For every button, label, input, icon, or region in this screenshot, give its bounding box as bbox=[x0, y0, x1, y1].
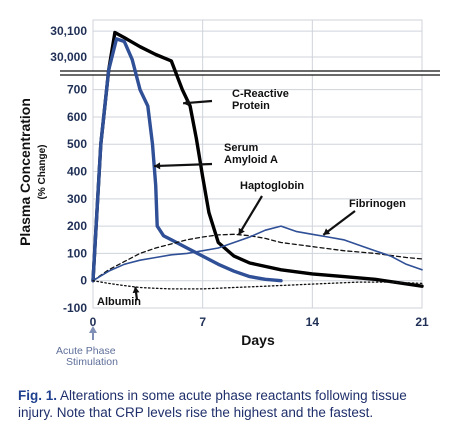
leader-line-fibrinogen bbox=[322, 210, 356, 236]
series-line-c-reactive-protein bbox=[91, 30, 424, 288]
y-tick-label: 300 bbox=[67, 192, 87, 206]
y-tick-label: 400 bbox=[67, 165, 87, 179]
series-label-c-reactive-protein: C-Reactive bbox=[232, 88, 289, 100]
y-tick-label: 700 bbox=[67, 83, 87, 97]
series-label-c-reactive-protein: Protein bbox=[232, 100, 270, 112]
series-line-albumin bbox=[92, 280, 423, 290]
series-line-fibrinogen bbox=[92, 225, 423, 282]
y-tick-label: 200 bbox=[67, 219, 87, 233]
y-tick-label: 0 bbox=[80, 274, 87, 288]
series-label-haptoglobin: Haptoglobin bbox=[240, 180, 304, 192]
stimulation-arrow-head bbox=[89, 326, 97, 333]
series-lines bbox=[91, 30, 424, 290]
x-tick-label: 7 bbox=[199, 315, 206, 329]
series-label-serum-amyloid-a: Serum bbox=[224, 142, 258, 154]
y-tick-label: 500 bbox=[67, 137, 87, 151]
y-axis-label: Plasma Concentration bbox=[17, 98, 33, 246]
caption-text: Alterations in some acute phase reactant… bbox=[18, 388, 407, 420]
stimulation-label: Acute Phase bbox=[56, 345, 116, 357]
figure-caption: Fig. 1. Alterations in some acute phase … bbox=[18, 387, 438, 421]
stimulation-label: Stimulation bbox=[66, 356, 118, 368]
x-tick-label: 14 bbox=[306, 315, 320, 329]
series-label-fibrinogen: Fibrinogen bbox=[349, 198, 406, 210]
y-axis-sublabel: (% Change) bbox=[37, 145, 48, 200]
arrowhead-fibrinogen bbox=[323, 228, 331, 235]
arrowhead-serum-amyloid-a bbox=[154, 162, 161, 170]
series-line-serum-amyloid-a bbox=[91, 37, 283, 283]
leader-line-serum-amyloid-a bbox=[154, 162, 213, 168]
y-tick-label-upper: 30,100 bbox=[50, 24, 87, 38]
arrowhead-haptoglobin bbox=[238, 227, 245, 235]
x-tick-label: 0 bbox=[90, 315, 97, 329]
x-axis-label: Days bbox=[241, 332, 275, 348]
y-tick-label: -100 bbox=[63, 301, 87, 315]
arrowhead-c-reactive-protein bbox=[183, 99, 190, 107]
series-line-haptoglobin bbox=[92, 233, 423, 282]
y-tick-label: 600 bbox=[67, 110, 87, 124]
figure-label: Fig. 1. bbox=[18, 388, 58, 403]
series-label-serum-amyloid-a: Amyloid A bbox=[224, 154, 278, 166]
series-label-albumin: Albumin bbox=[97, 296, 141, 308]
arrowhead-albumin bbox=[132, 286, 140, 294]
leader-line-haptoglobin bbox=[237, 195, 263, 236]
y-tick-label-upper: 30,000 bbox=[50, 50, 87, 64]
axis-break bbox=[60, 70, 440, 76]
y-tick-label: 100 bbox=[67, 246, 87, 260]
axis-break-band bbox=[60, 71, 440, 75]
x-tick-label: 21 bbox=[415, 315, 429, 329]
